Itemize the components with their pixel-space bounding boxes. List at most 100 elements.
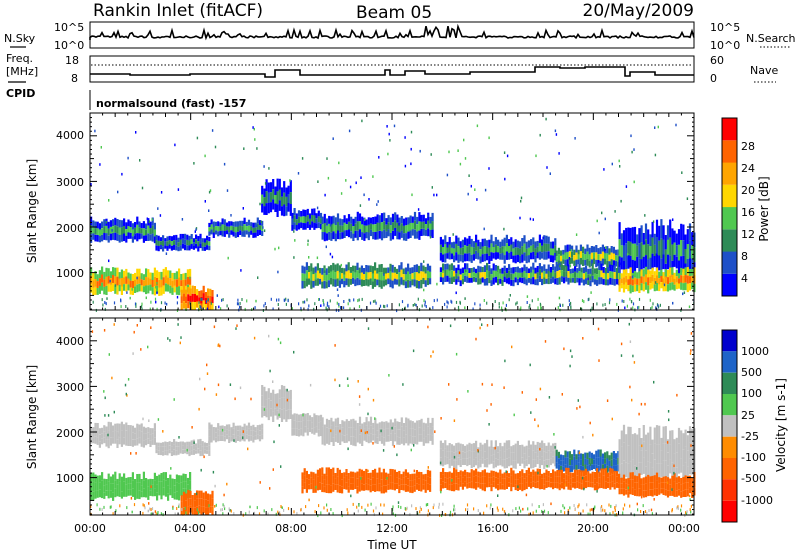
echo-speck xyxy=(633,180,635,184)
echo-speck xyxy=(604,509,606,513)
echo-cell xyxy=(429,470,432,478)
echo-cell xyxy=(446,263,449,270)
echo-cell xyxy=(208,440,211,446)
echo-cell xyxy=(330,417,333,426)
echo-speck xyxy=(520,509,522,513)
echo-cell xyxy=(378,475,381,484)
echo-cell xyxy=(468,482,471,488)
echo-cell xyxy=(574,476,577,483)
echo-speck xyxy=(560,509,562,513)
echo-cell xyxy=(407,427,410,437)
echo-cell xyxy=(341,225,344,233)
echo-cell xyxy=(563,265,566,272)
echo-speck xyxy=(404,164,407,168)
echo-cell xyxy=(211,506,214,515)
echo-cell xyxy=(593,464,596,469)
echo-cell xyxy=(256,425,259,430)
echo-cell xyxy=(325,475,328,485)
echo-cell xyxy=(477,272,480,279)
echo-cell xyxy=(575,465,578,471)
echo-speck xyxy=(198,511,200,515)
echo-cell xyxy=(582,253,585,260)
echo-cell xyxy=(258,225,262,231)
echo-cell xyxy=(407,224,410,232)
echo-speck xyxy=(440,417,442,420)
echo-cell xyxy=(640,438,643,451)
echo-speck xyxy=(164,301,166,305)
echo-cell xyxy=(666,465,670,479)
echo-cell xyxy=(129,287,132,295)
echo-speck xyxy=(598,471,600,475)
echo-cell xyxy=(197,444,200,449)
echo-speck xyxy=(629,385,631,389)
echo-speck xyxy=(184,506,186,510)
power-cbar-swatch xyxy=(722,118,737,141)
echo-cell xyxy=(217,435,220,442)
echo-speck xyxy=(407,304,409,308)
echo-cell xyxy=(190,243,193,249)
echo-cell xyxy=(499,482,502,490)
echo-speck xyxy=(564,511,566,515)
echo-cell xyxy=(617,457,620,465)
echo-cell xyxy=(649,444,652,463)
echo-cell xyxy=(206,235,209,241)
echo-cell xyxy=(589,274,592,281)
echo-speck xyxy=(412,349,415,353)
echo-speck xyxy=(581,476,584,480)
echo-cell xyxy=(261,428,264,435)
echo-cell xyxy=(472,443,475,452)
echo-speck xyxy=(203,455,205,459)
echo-cell xyxy=(283,385,286,398)
vel-ytick-3000: 3000 xyxy=(56,381,84,394)
echo-cell xyxy=(407,418,410,428)
echo-cell xyxy=(398,232,401,240)
echo-speck xyxy=(224,507,226,511)
echo-speck xyxy=(430,153,432,156)
power-cbar-tick-4: 4 xyxy=(741,272,748,285)
echo-speck xyxy=(102,303,104,307)
echo-cell xyxy=(171,287,174,295)
echo-speck xyxy=(654,153,657,157)
echo-speck xyxy=(147,345,149,349)
echo-speck xyxy=(387,152,389,156)
echo-speck xyxy=(431,186,433,189)
echo-cell xyxy=(151,217,154,226)
echo-cell xyxy=(552,456,555,464)
echo-speck xyxy=(383,304,385,308)
echo-cell xyxy=(466,444,469,452)
echo-speck xyxy=(624,503,626,507)
echo-speck xyxy=(382,449,385,452)
echo-cell xyxy=(189,268,192,277)
echo-cell xyxy=(305,278,308,287)
echo-cell xyxy=(420,229,423,236)
echo-speck xyxy=(367,327,370,330)
echo-speck xyxy=(573,504,575,507)
echo-speck xyxy=(463,138,465,142)
echo-cell xyxy=(664,489,667,496)
echo-cell xyxy=(479,472,482,478)
echo-cell xyxy=(391,422,395,431)
echo-cell xyxy=(236,221,240,227)
echo-speck xyxy=(214,145,217,149)
echo-cell xyxy=(225,222,229,227)
echo-cell xyxy=(547,476,550,482)
echo-cell xyxy=(198,290,201,298)
echo-speck xyxy=(630,300,633,304)
echo-cell xyxy=(611,468,614,475)
echo-cell xyxy=(618,272,621,280)
echo-cell xyxy=(568,251,571,258)
echo-cell xyxy=(291,224,294,231)
echo-cell xyxy=(571,273,574,278)
echo-cell xyxy=(647,474,650,482)
echo-cell xyxy=(313,222,316,230)
echo-cell xyxy=(186,441,189,446)
freq-tick-bottom: 8 xyxy=(71,72,78,85)
echo-cell xyxy=(192,444,195,450)
echo-speck xyxy=(654,281,657,284)
echo-cell xyxy=(575,259,578,267)
echo-cell xyxy=(575,459,578,465)
echo-cell xyxy=(131,488,134,497)
echo-cell xyxy=(494,458,497,468)
echo-cell xyxy=(560,261,563,267)
echo-cell xyxy=(123,218,126,226)
